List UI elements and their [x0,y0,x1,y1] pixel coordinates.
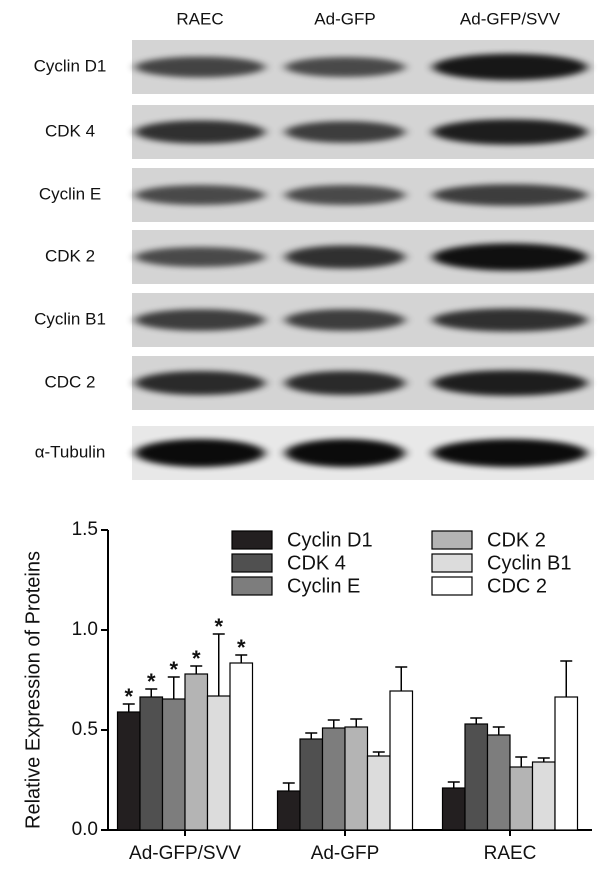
bar [486,734,511,831]
band [432,53,588,81]
band [135,56,265,78]
legend-swatch [231,553,273,573]
bar [509,766,534,831]
row-label: CDK 2 [45,246,95,265]
row-label: Cyclin B1 [34,309,106,328]
band [135,185,265,205]
bar [531,761,556,831]
lane-label: RAEC [176,9,223,28]
band [432,119,588,145]
bar [321,727,346,831]
legend-label: Cyclin B1 [487,552,571,574]
band [432,370,588,396]
bar [161,698,186,831]
band [285,245,405,269]
y-axis-title: Relative Expression of Proteins [22,551,44,829]
band [285,185,405,205]
band [285,439,405,467]
x-tick-label: Ad-GFP [311,843,380,864]
row-label: Cyclin D1 [34,56,107,75]
band [285,309,405,331]
legend-label: CDK 2 [487,529,546,551]
band [285,57,405,77]
y-tick-label: 1.5 [72,519,98,540]
bar [366,755,391,831]
row-label: α-Tubulin [35,442,106,461]
row-label: Cyclin E [39,184,101,203]
significance-marker: * [192,646,201,671]
bar [441,787,466,831]
bar [389,690,414,831]
band [135,247,265,267]
western-blot: RAEC Ad-GFP Ad-GFP/SVV Cyclin D1 CDK 4 Cyclin… [34,9,594,480]
bar-chart: Relative Expression of Proteins 0.0 0.5 1.0… [22,519,592,864]
legend-label: Cyclin E [287,575,360,597]
lane-label: Ad-GFP/SVV [460,9,561,28]
bar [554,696,579,831]
band [285,121,405,143]
x-tick-label: Ad-GFP/SVV [129,843,241,864]
bar [276,790,301,831]
band [135,309,265,331]
band [432,243,588,271]
bar [464,723,489,831]
bar [299,738,324,831]
significance-marker: * [214,614,223,639]
bar [206,695,231,831]
band [432,308,588,332]
legend-label: CDK 4 [287,552,346,574]
band [285,371,405,395]
y-tick-label: 0.0 [72,819,98,840]
legend-swatch [431,553,473,573]
legend-swatch [231,576,273,596]
legend-label: CDC 2 [487,575,547,597]
band [135,120,265,144]
y-tick-label: 1.0 [72,619,98,640]
legend-label: Cyclin D1 [287,529,373,551]
y-tick-label: 0.5 [72,719,98,740]
band [432,184,588,206]
row-label: CDK 4 [45,121,95,140]
row-label: CDC 2 [44,372,95,391]
bar [344,726,369,831]
significance-marker: * [147,669,156,694]
legend-swatch [231,530,273,550]
legend-swatch [431,576,473,596]
bar [116,711,141,831]
significance-marker: * [169,657,178,682]
significance-marker: * [124,684,133,709]
lane-label: Ad-GFP [314,9,375,28]
band [135,439,265,467]
bar [139,696,164,831]
bar [184,673,209,831]
band [432,439,588,467]
x-tick-label: RAEC [484,843,537,864]
significance-marker: * [237,635,246,660]
band [135,371,265,395]
bar [229,662,254,831]
legend-swatch [431,530,473,550]
